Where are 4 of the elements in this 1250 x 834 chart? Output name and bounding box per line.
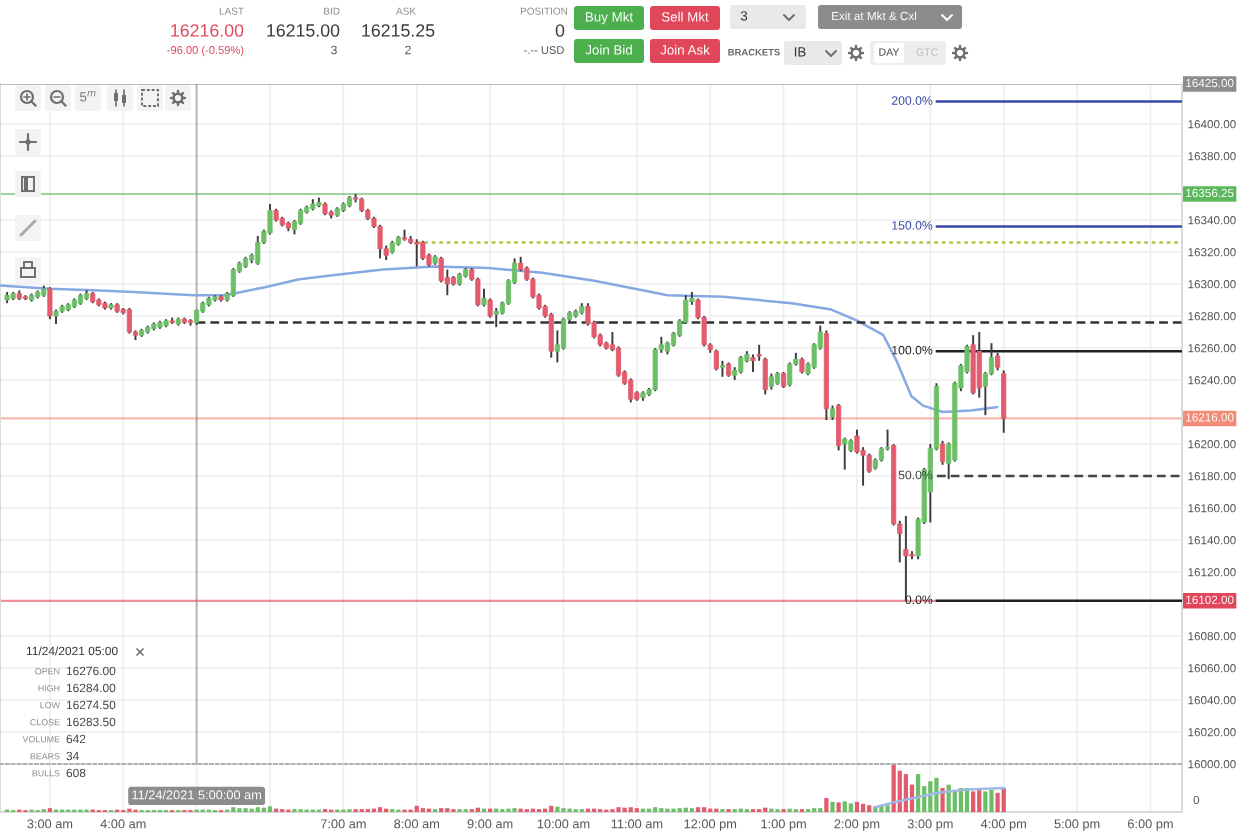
- text: 0: [555, 24, 565, 37]
- text: 16215.00: [267, 24, 340, 37]
- text: 16215.25: [362, 24, 435, 37]
- text: 16216.00: [171, 24, 244, 37]
